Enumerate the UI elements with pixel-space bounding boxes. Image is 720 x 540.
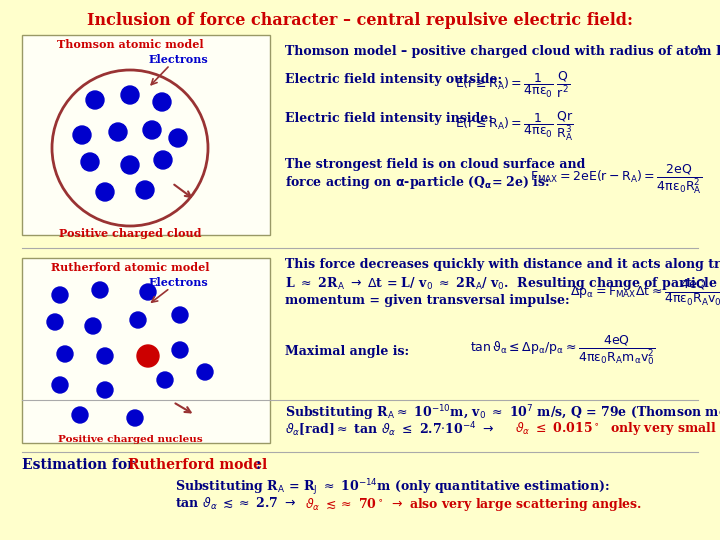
- Circle shape: [169, 129, 187, 147]
- Text: Electrons: Electrons: [148, 277, 208, 288]
- Text: Electrons: Electrons: [148, 54, 208, 65]
- Text: Positive charged cloud: Positive charged cloud: [59, 228, 202, 239]
- Text: L $\approx$ 2R$_\mathrm{A}$ $\rightarrow$ $\Delta$t = L/ v$_0$ $\approx$ 2R$_\ma: L $\approx$ 2R$_\mathrm{A}$ $\rightarrow…: [285, 275, 720, 292]
- Circle shape: [109, 123, 127, 141]
- Text: :: :: [256, 458, 261, 472]
- Circle shape: [81, 153, 99, 171]
- Circle shape: [136, 181, 154, 199]
- Text: Electric field intensity inside:: Electric field intensity inside:: [285, 112, 493, 125]
- FancyBboxPatch shape: [22, 35, 270, 235]
- Circle shape: [130, 312, 146, 328]
- Text: $\mathrm{F_{MAX} = 2eE(r-R_A) = \dfrac{2eQ}{4\pi\varepsilon_0 R_A^2}}$: $\mathrm{F_{MAX} = 2eE(r-R_A) = \dfrac{2…: [530, 162, 702, 195]
- Text: A: A: [694, 45, 701, 54]
- Circle shape: [73, 126, 91, 144]
- Text: Thomson model – positive charged cloud with radius of atom R: Thomson model – positive charged cloud w…: [285, 45, 720, 58]
- Text: $\vartheta_\alpha$ $\lesssim\approx$ 70$^\circ$ $\rightarrow$ also very large sc: $\vartheta_\alpha$ $\lesssim\approx$ 70$…: [305, 496, 642, 513]
- Circle shape: [197, 364, 213, 380]
- Circle shape: [92, 282, 108, 298]
- Text: Electric field intensity outside:: Electric field intensity outside:: [285, 73, 502, 86]
- Text: The strongest field is on cloud surface and: The strongest field is on cloud surface …: [285, 158, 585, 171]
- Text: Estimation for: Estimation for: [22, 458, 139, 472]
- Text: Rutherford model: Rutherford model: [128, 458, 267, 472]
- Circle shape: [96, 183, 114, 201]
- Circle shape: [121, 86, 139, 104]
- Text: $\vartheta_\alpha$[rad]$\approx$ tan $\vartheta_\alpha$ $\leq$ 2.7$\cdot$10$^{-4: $\vartheta_\alpha$[rad]$\approx$ tan $\v…: [285, 420, 498, 438]
- Text: Maximal angle is:: Maximal angle is:: [285, 345, 409, 358]
- Circle shape: [153, 93, 171, 111]
- Circle shape: [52, 377, 68, 393]
- Circle shape: [127, 410, 143, 426]
- Circle shape: [86, 91, 104, 109]
- Text: Substituting R$_\mathrm{A}$ = R$_\mathrm{J}$ $\approx$ 10$^{-14}$m (only quantit: Substituting R$_\mathrm{A}$ = R$_\mathrm…: [175, 477, 610, 497]
- Text: This force decreases quickly with distance and it acts along trajectory: This force decreases quickly with distan…: [285, 258, 720, 271]
- Circle shape: [47, 314, 63, 330]
- Text: $\mathrm{\tan\vartheta_\alpha \leq \Delta p_\alpha/p_\alpha \approx \dfrac{4eQ}{: $\mathrm{\tan\vartheta_\alpha \leq \Delt…: [470, 333, 656, 367]
- Circle shape: [157, 372, 173, 388]
- FancyBboxPatch shape: [22, 258, 270, 443]
- Circle shape: [137, 345, 159, 367]
- Text: $\mathrm{E(r \leq R_A) = \dfrac{1}{4\pi\varepsilon_0}\;\dfrac{Qr}{R_A^3}}$: $\mathrm{E(r \leq R_A) = \dfrac{1}{4\pi\…: [455, 109, 574, 143]
- Circle shape: [121, 156, 139, 174]
- Circle shape: [85, 318, 101, 334]
- Circle shape: [154, 151, 172, 169]
- Text: force acting on $\mathbf{\alpha}$-particle (Q$_\mathbf{\alpha}$= 2e) is:: force acting on $\mathbf{\alpha}$-partic…: [285, 174, 550, 191]
- Text: Positive charged nucleus: Positive charged nucleus: [58, 435, 202, 444]
- Circle shape: [72, 407, 88, 423]
- Circle shape: [57, 346, 73, 362]
- Circle shape: [97, 348, 113, 364]
- Text: tan $\vartheta_\alpha$ $\lesssim\approx$ 2.7 $\rightarrow$: tan $\vartheta_\alpha$ $\lesssim\approx$…: [175, 496, 299, 512]
- Text: Inclusion of force character – central repulsive electric field:: Inclusion of force character – central r…: [87, 12, 633, 29]
- Circle shape: [97, 382, 113, 398]
- Circle shape: [52, 287, 68, 303]
- Circle shape: [140, 284, 156, 300]
- Text: Rutherford atomic model: Rutherford atomic model: [50, 262, 210, 273]
- Circle shape: [172, 307, 188, 323]
- Text: $\vartheta_\alpha$ $\leq$ 0.015$^\circ$  only very small angles.: $\vartheta_\alpha$ $\leq$ 0.015$^\circ$ …: [515, 420, 720, 437]
- Text: momentum = given transversal impulse:: momentum = given transversal impulse:: [285, 294, 570, 307]
- Text: :: :: [699, 45, 703, 58]
- Circle shape: [172, 342, 188, 358]
- Text: Thomson atomic model: Thomson atomic model: [57, 39, 203, 50]
- Text: Substituting R$_\mathrm{A}$$\approx$ 10$^{-10}$m, v$_0$ $\approx$ 10$^7$ m/s, Q : Substituting R$_\mathrm{A}$$\approx$ 10$…: [285, 403, 720, 423]
- Text: $\mathrm{\Delta p_\alpha = F_{MAX}\Delta t \approx \dfrac{4eQ}{4\pi\varepsilon_0: $\mathrm{\Delta p_\alpha = F_{MAX}\Delta…: [570, 278, 720, 308]
- Circle shape: [143, 121, 161, 139]
- Text: $\mathrm{E(r \geq R_A) = \dfrac{1}{4\pi\varepsilon_0}\;\dfrac{Q}{r^2}}$: $\mathrm{E(r \geq R_A) = \dfrac{1}{4\pi\…: [455, 70, 570, 100]
